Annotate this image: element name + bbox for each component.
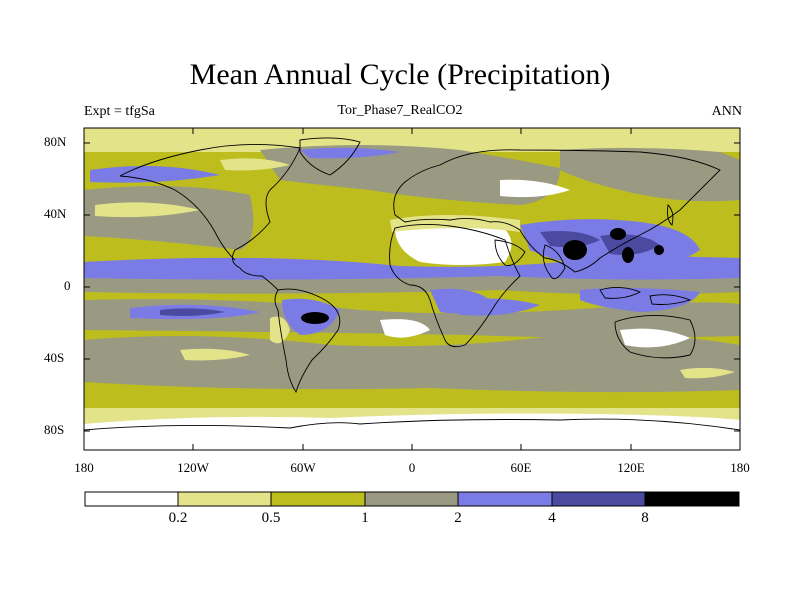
run-label: Tor_Phase7_RealCO2 (337, 103, 463, 118)
colorbar-box-3 (364, 491, 459, 507)
colorbar-box-1 (177, 491, 272, 507)
colorbar-label: 0.5 (261, 510, 281, 526)
coastlines (84, 137, 740, 431)
colorbar-label: 4 (548, 510, 556, 526)
axis-ticks (83, 128, 741, 450)
colorbar-box-6 (644, 491, 740, 507)
colorbar-label: 2 (454, 510, 462, 526)
x-tick-label: 60E (510, 460, 532, 475)
colorbar-box-4 (457, 491, 553, 507)
x-tick-label: 120E (617, 460, 645, 475)
y-tick-label: 80N (44, 134, 67, 149)
colorbar-label: 1 (361, 510, 369, 526)
colorbar-box-0 (84, 491, 179, 507)
colorbar-box-5 (551, 491, 646, 507)
x-tick-label: 120W (177, 460, 209, 475)
colorbar-box-2 (270, 491, 366, 507)
figure-title: Mean Annual Cycle (Precipitation) (189, 58, 611, 91)
x-tick-label: 180 (730, 460, 750, 475)
x-tick-label: 180 (74, 460, 94, 475)
y-tick-label: 0 (64, 278, 71, 293)
y-tick-label: 80S (44, 422, 65, 437)
season-label: ANN (711, 104, 742, 119)
experiment-label: Expt = tfgSa (84, 104, 155, 119)
colorbar (84, 491, 740, 507)
colorbar-label: 8 (641, 510, 649, 526)
x-tick-label: 60W (290, 460, 316, 475)
x-tick-label: 0 (408, 460, 416, 475)
y-tick-label: 40N (44, 206, 67, 221)
colorbar-label: 0.2 (168, 510, 188, 526)
y-tick-label: 40S (44, 350, 65, 365)
